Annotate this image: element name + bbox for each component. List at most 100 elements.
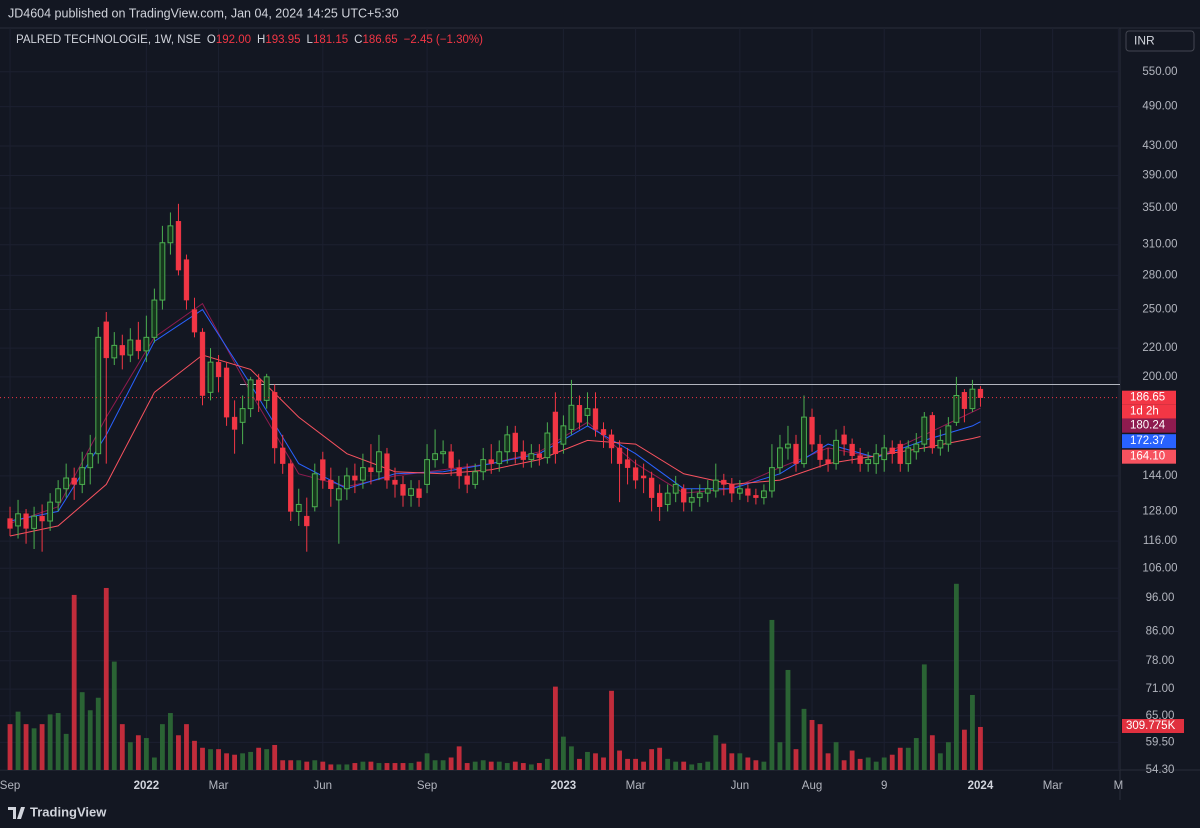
volume-bar — [424, 753, 430, 770]
y-tick-label: 144.00 — [1142, 470, 1177, 482]
candle-body — [424, 459, 430, 485]
candle-body — [704, 488, 711, 494]
candle-body — [343, 475, 350, 490]
volume-bar — [729, 753, 735, 770]
candle-body — [272, 392, 278, 449]
candle-body — [280, 447, 286, 464]
y-tick-label: 116.00 — [1143, 535, 1177, 547]
candle-body — [320, 459, 326, 481]
volume-bar — [352, 763, 358, 770]
currency-box[interactable] — [1125, 30, 1195, 52]
volume-bar — [873, 761, 879, 770]
candle-body — [873, 453, 880, 465]
candle-body — [504, 434, 511, 453]
candle-body — [448, 451, 454, 468]
y-tick-label: 430.00 — [1142, 140, 1177, 152]
candle-body — [736, 488, 743, 494]
volume-bar — [520, 763, 526, 770]
volume-bar — [135, 735, 141, 770]
volume-bar — [184, 724, 189, 770]
candle-body — [777, 447, 783, 469]
candle-body — [183, 259, 190, 301]
candle-body — [392, 479, 398, 485]
volume-bar — [39, 724, 45, 770]
candle-body — [440, 451, 447, 455]
volume-bar — [753, 760, 759, 770]
candle-body — [231, 416, 238, 430]
candle-body — [199, 331, 206, 396]
candle-body — [688, 497, 695, 503]
candle-body — [945, 425, 952, 445]
volume-bar — [440, 760, 446, 770]
volume-bar — [23, 724, 29, 770]
volume-bar — [224, 753, 229, 770]
volume-bar — [15, 711, 21, 770]
candle-body — [488, 459, 494, 464]
plot — [0, 28, 1120, 770]
volume-bar — [512, 761, 518, 770]
volume-bar — [929, 735, 935, 770]
volume-bar — [970, 694, 975, 770]
candle-body — [191, 309, 198, 333]
volume-bar — [857, 758, 863, 770]
volume-bar — [921, 664, 927, 770]
y-tick-label: 250.00 — [1142, 304, 1177, 316]
candle-body — [416, 488, 422, 498]
volume-bar — [79, 692, 85, 770]
volume-bar — [689, 764, 695, 770]
candle-body — [881, 447, 888, 461]
volume-bar — [63, 733, 69, 770]
brand-logo — [8, 807, 25, 819]
volume-bar — [200, 747, 205, 770]
candle-body — [753, 495, 759, 498]
candle-body — [111, 344, 118, 359]
candle-body — [953, 395, 960, 423]
volume-bar — [817, 724, 823, 770]
candle-body — [263, 376, 270, 401]
y-tick-label: 86.00 — [1146, 625, 1175, 637]
volume-bar — [328, 764, 334, 770]
volume-bar — [232, 754, 237, 770]
candle-body — [239, 408, 246, 423]
candle-body — [889, 447, 895, 454]
candle-body — [119, 345, 125, 356]
x-tick-label: M — [1114, 780, 1124, 792]
y-tick-label: 59.50 — [1146, 736, 1175, 748]
candle-body — [897, 443, 903, 464]
y-tick-label: 54.30 — [1146, 764, 1175, 776]
volume-bar — [111, 661, 117, 770]
candle-body — [47, 501, 54, 522]
volume-bar — [480, 760, 486, 770]
volume-bar — [176, 735, 181, 770]
candle-body — [376, 451, 382, 473]
volume-bar — [216, 749, 221, 770]
volume-bar — [825, 753, 831, 770]
volume-bar — [649, 749, 655, 770]
candle-body — [360, 467, 366, 481]
currency[interactable]: INR — [1134, 34, 1155, 48]
candle-body — [584, 408, 591, 416]
candle-body — [552, 411, 559, 454]
candle-body — [512, 432, 518, 453]
volume-bar — [657, 747, 663, 770]
candle-body — [712, 479, 719, 492]
moving-average-label: 180.24 — [1130, 420, 1166, 432]
brand-name: TradingView — [30, 804, 107, 819]
volume-bar — [881, 757, 887, 770]
volume-bar — [344, 764, 350, 770]
symbol-legend: PALRED TECHNOLOGIE, 1W, NSE O192.00 H193.9… — [16, 34, 483, 46]
volume-bar — [978, 726, 983, 770]
x-tick-label: Jun — [731, 780, 750, 792]
candle-body — [95, 336, 102, 455]
candle-body — [520, 451, 526, 460]
last-price-label-bg — [1122, 390, 1176, 405]
volume-bar — [272, 744, 278, 770]
volume-bar — [280, 760, 286, 770]
candle-body — [247, 379, 254, 410]
y-tick-label: 490.00 — [1142, 101, 1177, 113]
candle-body — [624, 459, 631, 468]
volume-bar — [633, 758, 638, 770]
volume-bar — [849, 750, 855, 770]
volume-bar — [544, 758, 550, 770]
